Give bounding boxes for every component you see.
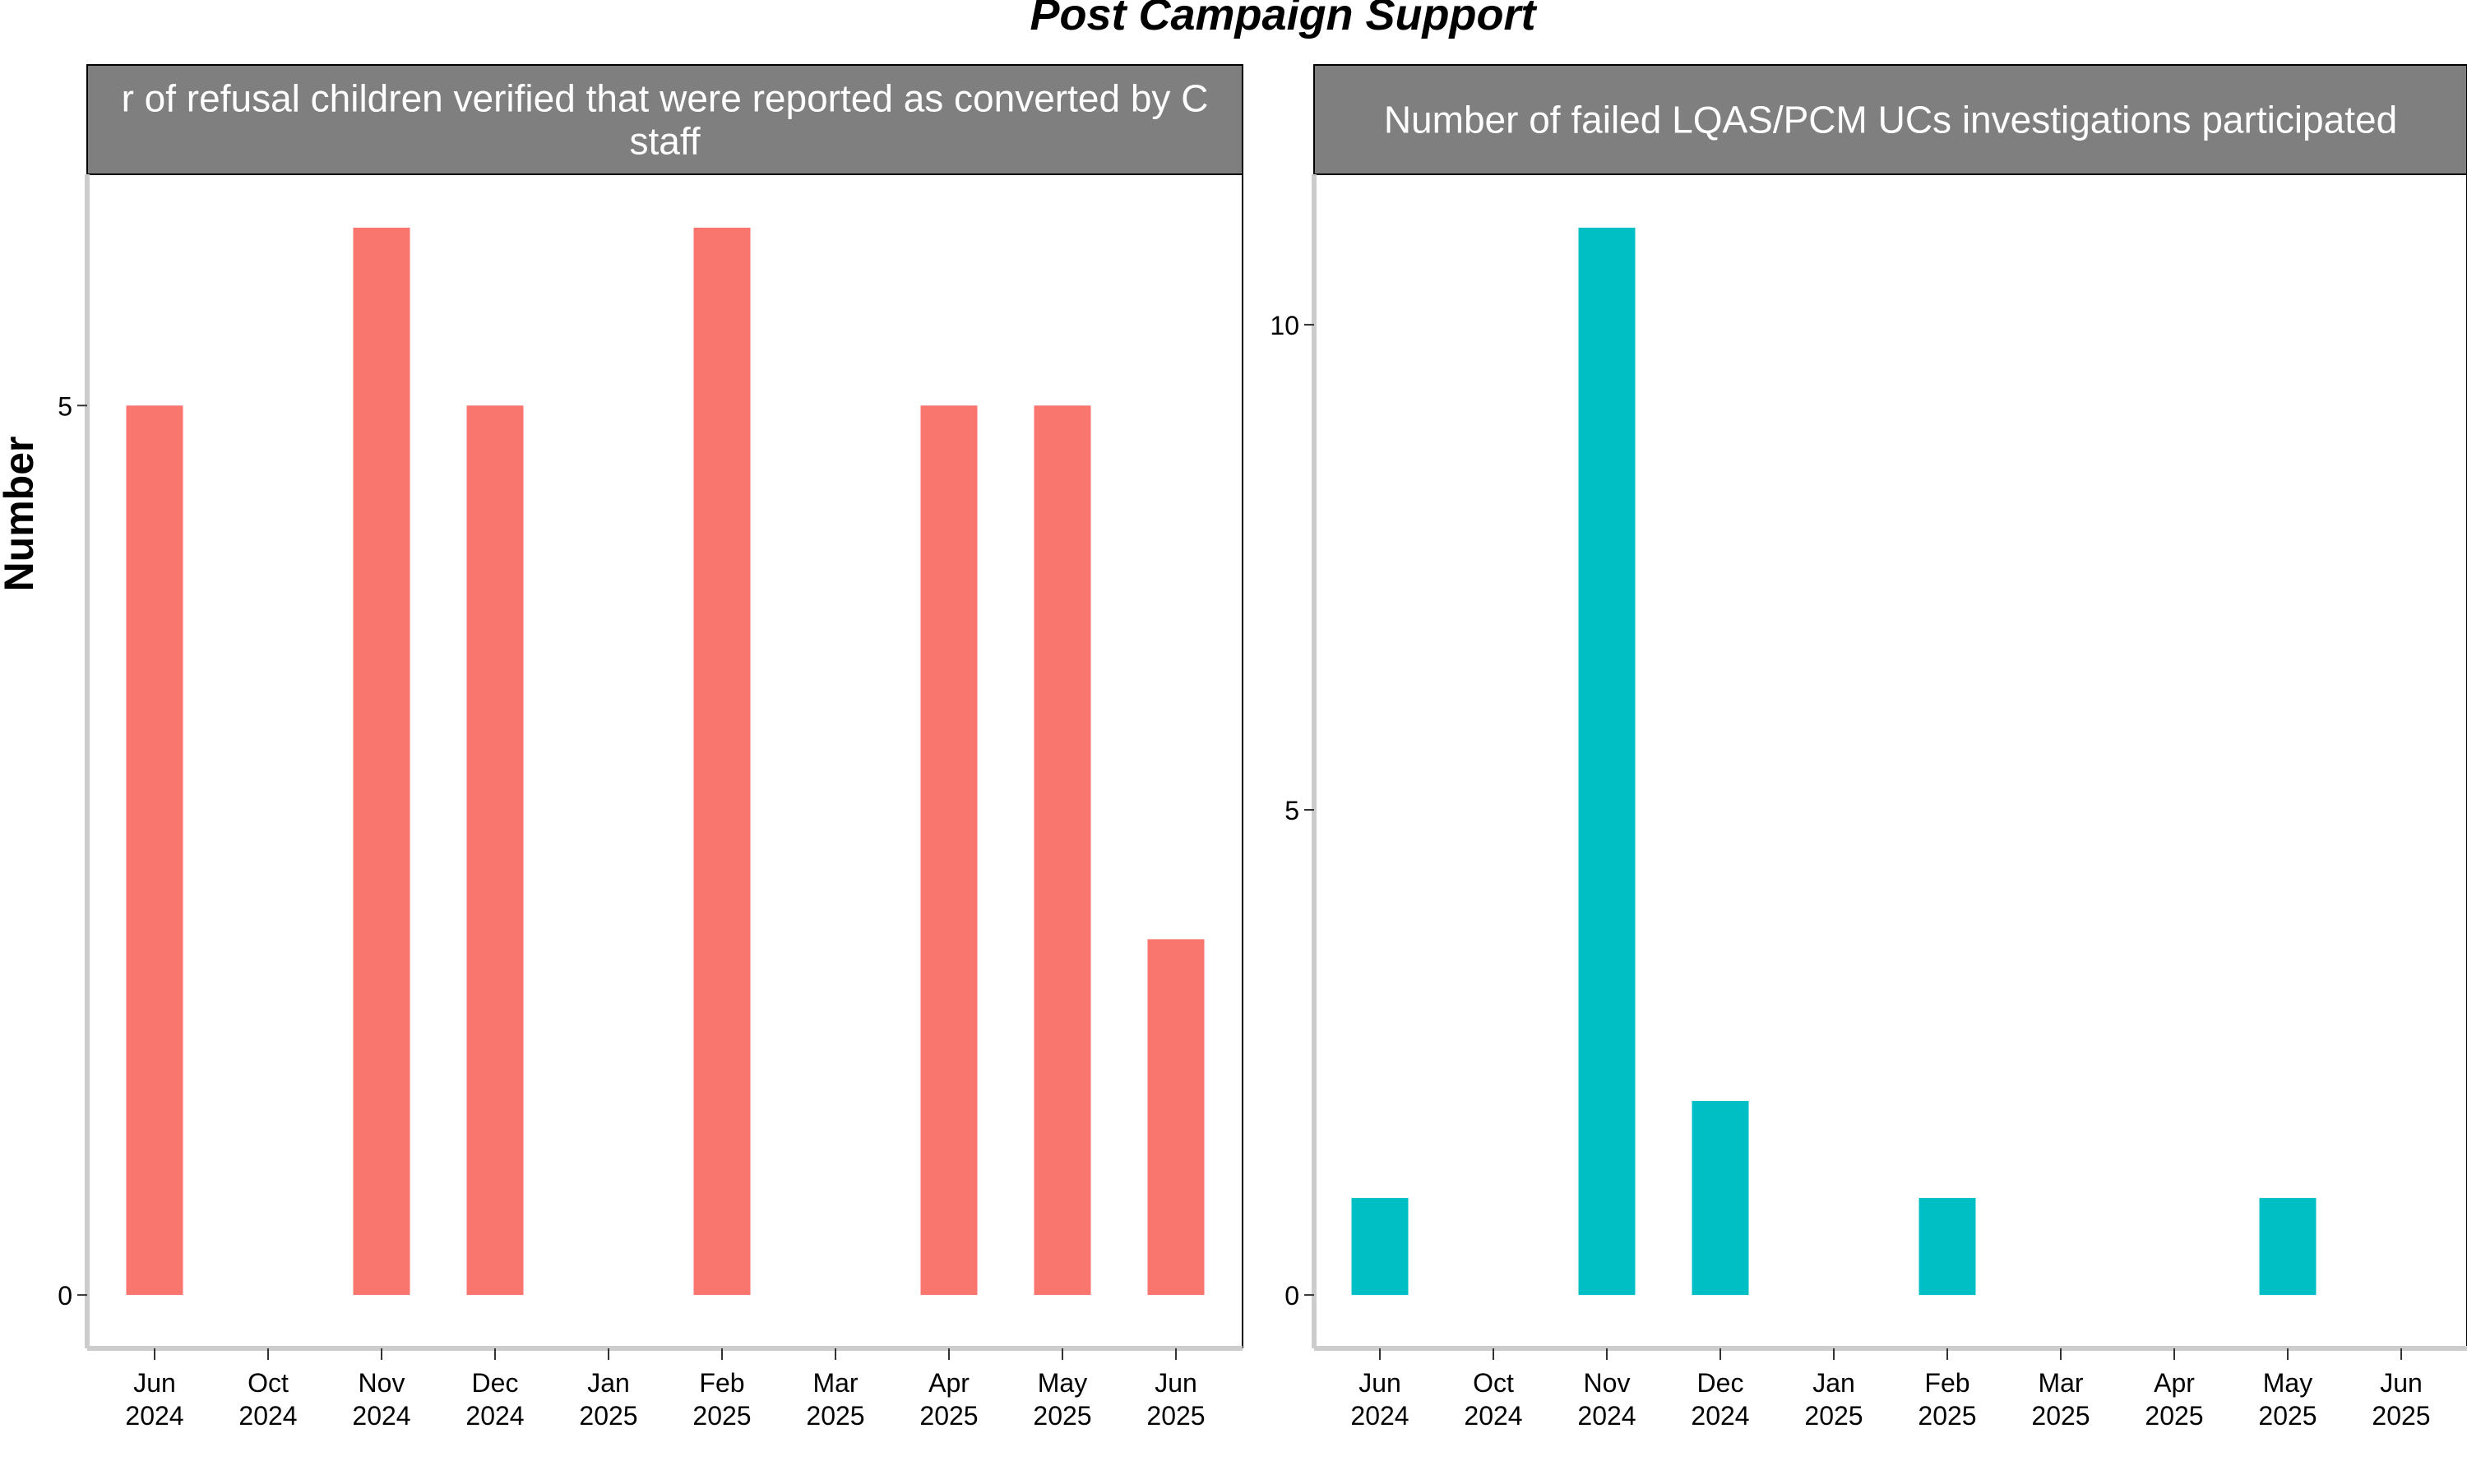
bar-2-2: [1578, 227, 1636, 1296]
bar-1-7: [920, 405, 978, 1296]
x-tick-label-2-2-1: Nov: [1584, 1368, 1631, 1398]
x-tick-label-2-9-1: Jun: [2380, 1368, 2423, 1398]
x-tick-label-2-7-1: Apr: [2154, 1368, 2195, 1398]
x-tick-label-2-5-1: Feb: [1924, 1368, 1969, 1398]
x-tick-label-1-5-1: Feb: [699, 1368, 744, 1398]
x-tick-label-2-0-2: 2024: [1350, 1401, 1409, 1431]
x-tick-label-1-6-1: Mar: [812, 1368, 858, 1398]
x-tick-label-1-1-1: Oct: [248, 1368, 289, 1398]
x-tick-label-2-8-1: May: [2263, 1368, 2312, 1398]
x-tick-label-2-4-1: Jan: [1812, 1368, 1855, 1398]
x-tick-label-1-1-2: 2024: [238, 1401, 297, 1431]
x-tick-label-2-0-1: Jun: [1358, 1368, 1401, 1398]
y-tick-label-1-5: 5: [58, 391, 72, 421]
x-tick-label-2-4-2: 2025: [1804, 1401, 1863, 1431]
x-tick-label-2-3-2: 2024: [1691, 1401, 1749, 1431]
x-tick-label-1-9-1: Jun: [1155, 1368, 1197, 1398]
bar-1-9: [1147, 939, 1205, 1296]
y-tick-label-2-0: 0: [1284, 1281, 1299, 1311]
x-tick-label-1-2-1: Nov: [359, 1368, 405, 1398]
panel-title-1-line-1: r of refusal children verified that were…: [122, 77, 1209, 120]
x-tick-label-2-8-2: 2025: [2258, 1401, 2317, 1431]
panel-title-2-line-1: Number of failed LQAS/PCM UCs investigat…: [1384, 99, 2397, 141]
bar-1-0: [126, 405, 183, 1296]
y-tick-label-2-5: 5: [1284, 796, 1299, 825]
panel-strip-2: [1313, 64, 2467, 175]
x-tick-label-1-7-1: Apr: [928, 1368, 970, 1398]
bar-1-8: [1034, 405, 1091, 1296]
x-tick-label-1-2-2: 2024: [352, 1401, 410, 1431]
x-tick-label-1-3-2: 2024: [465, 1401, 524, 1431]
x-tick-label-2-1-2: 2024: [1464, 1401, 1522, 1431]
x-tick-label-1-8-1: May: [1038, 1368, 1087, 1398]
x-tick-label-1-8-2: 2025: [1033, 1401, 1091, 1431]
x-tick-label-2-2-2: 2024: [1577, 1401, 1636, 1431]
x-tick-label-2-6-1: Mar: [2038, 1368, 2083, 1398]
x-tick-label-2-1-1: Oct: [1473, 1368, 1514, 1398]
bar-1-2: [353, 227, 410, 1296]
panel-strip-1: [86, 64, 1243, 175]
bar-2-5: [1919, 1198, 1976, 1296]
bar-2-8: [2259, 1198, 2317, 1296]
bar-2-0: [1351, 1198, 1409, 1296]
x-tick-label-1-3-1: Dec: [472, 1368, 519, 1398]
x-tick-label-2-3-1: Dec: [1697, 1368, 1744, 1398]
figure-title: Post Campaign Support: [1030, 0, 1537, 39]
bar-1-5: [693, 227, 751, 1296]
x-tick-label-1-7-2: 2025: [919, 1401, 978, 1431]
x-tick-label-1-4-1: Jan: [587, 1368, 630, 1398]
x-tick-label-1-0-1: Jun: [133, 1368, 176, 1398]
y-axis-label: Number: [0, 437, 42, 592]
y-tick-label-2-10: 10: [1270, 311, 1299, 340]
y-tick-label-1-0: 0: [58, 1281, 72, 1311]
x-tick-label-2-7-2: 2025: [2145, 1401, 2203, 1431]
bar-1-3: [466, 405, 524, 1296]
x-tick-label-1-6-2: 2025: [806, 1401, 864, 1431]
panel-title-1-line-2: staff: [629, 120, 700, 163]
bar-2-3: [1692, 1101, 1749, 1296]
x-tick-label-1-0-2: 2024: [125, 1401, 183, 1431]
x-tick-label-2-9-2: 2025: [2372, 1401, 2430, 1431]
x-tick-label-2-5-2: 2025: [1918, 1401, 1976, 1431]
x-tick-label-2-6-2: 2025: [2031, 1401, 2090, 1431]
x-tick-label-1-9-2: 2025: [1146, 1401, 1205, 1431]
x-tick-label-1-4-2: 2025: [579, 1401, 637, 1431]
x-tick-label-1-5-2: 2025: [692, 1401, 751, 1431]
